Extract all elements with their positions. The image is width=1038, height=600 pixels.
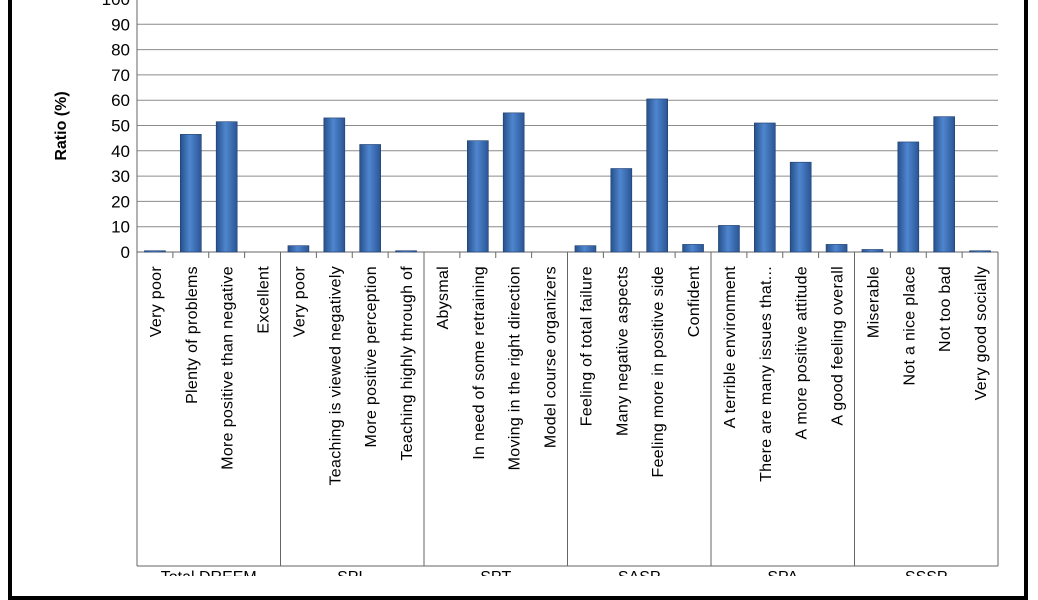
y-tick-label: 20 [111, 192, 130, 211]
y-axis-title: Ratio (%) [53, 91, 70, 160]
bar [574, 245, 597, 253]
y-tick-label: 80 [111, 41, 130, 60]
category-label: Not too bad [937, 266, 954, 352]
bar [718, 225, 740, 253]
bar [502, 112, 525, 253]
category-label: Moving in the right direction [507, 266, 524, 470]
category-label: Many negative aspects [614, 266, 631, 436]
bar [467, 140, 489, 253]
bar [287, 245, 310, 253]
bar [933, 116, 955, 253]
bar [754, 122, 776, 253]
category-label: Very good socially [973, 266, 990, 400]
bar [215, 121, 238, 253]
bar [897, 141, 920, 253]
group-label: SASP [618, 569, 661, 576]
bar [682, 244, 704, 253]
y-tick-label: 10 [111, 218, 130, 237]
y-tick-label: 90 [111, 15, 130, 34]
category-label: Teaching highly through of [399, 266, 416, 461]
bar [825, 244, 848, 253]
category-labels: Very poor Plenty of problems More positive… [148, 266, 990, 486]
category-label: Very poor [148, 266, 165, 338]
group-label: SPT [480, 569, 511, 576]
category-label: Confident [686, 266, 703, 337]
group-label: SPA [767, 569, 798, 576]
category-label: More positive perception [363, 266, 380, 448]
category-label: More positive than negative [220, 266, 237, 470]
bar [323, 117, 346, 253]
bars [144, 98, 991, 253]
bar [861, 249, 884, 253]
y-axis-ticks: 0 10 20 30 40 50 60 70 80 90 100 [102, 0, 130, 262]
y-tick-label: 100 [102, 0, 130, 9]
category-label: Very poor [291, 266, 308, 338]
category-label: There are many issues that... [758, 266, 775, 482]
bar [359, 144, 381, 253]
y-tick-label: 0 [121, 243, 130, 262]
category-label: Model course organizers [543, 266, 560, 448]
category-label: A more positive attitude [794, 266, 811, 440]
gridlines [136, 0, 999, 567]
category-label: In need of some retraining [471, 266, 488, 460]
group-label: Total DREEM [161, 569, 257, 576]
y-tick-label: 40 [111, 142, 130, 161]
group-label: SPL [337, 569, 367, 576]
category-label: A good feeling overall [830, 266, 847, 426]
category-label: Plenty of problems [184, 266, 201, 404]
category-label: Miserable [865, 266, 882, 338]
category-label: Feeling more in positive side [650, 266, 667, 477]
category-label: Not a nice place [901, 266, 918, 386]
y-tick-label: 30 [111, 167, 130, 186]
bar [646, 98, 668, 253]
group-label: SSSP [905, 569, 948, 576]
category-label: Teaching is viewed negatively [327, 266, 344, 486]
bar [395, 250, 417, 253]
category-label: Feeling of total failure [578, 266, 595, 426]
bar-chart: 0 10 20 30 40 50 60 70 80 90 100 Very poor Plenty o… [53, 0, 999, 576]
y-tick-label: 70 [111, 66, 130, 85]
group-labels: Total DREEM SPL SPT SASP SPA SSSP [161, 569, 948, 576]
category-label: Abysmal [435, 266, 452, 329]
bar [610, 168, 633, 253]
bar [180, 134, 202, 253]
bar [144, 250, 166, 253]
y-tick-label: 60 [111, 91, 130, 110]
category-label: A terrible environment [722, 266, 739, 428]
y-tick-label: 50 [111, 117, 130, 136]
bar [969, 250, 991, 253]
bar [789, 161, 812, 253]
category-label: Excellent [256, 266, 273, 334]
